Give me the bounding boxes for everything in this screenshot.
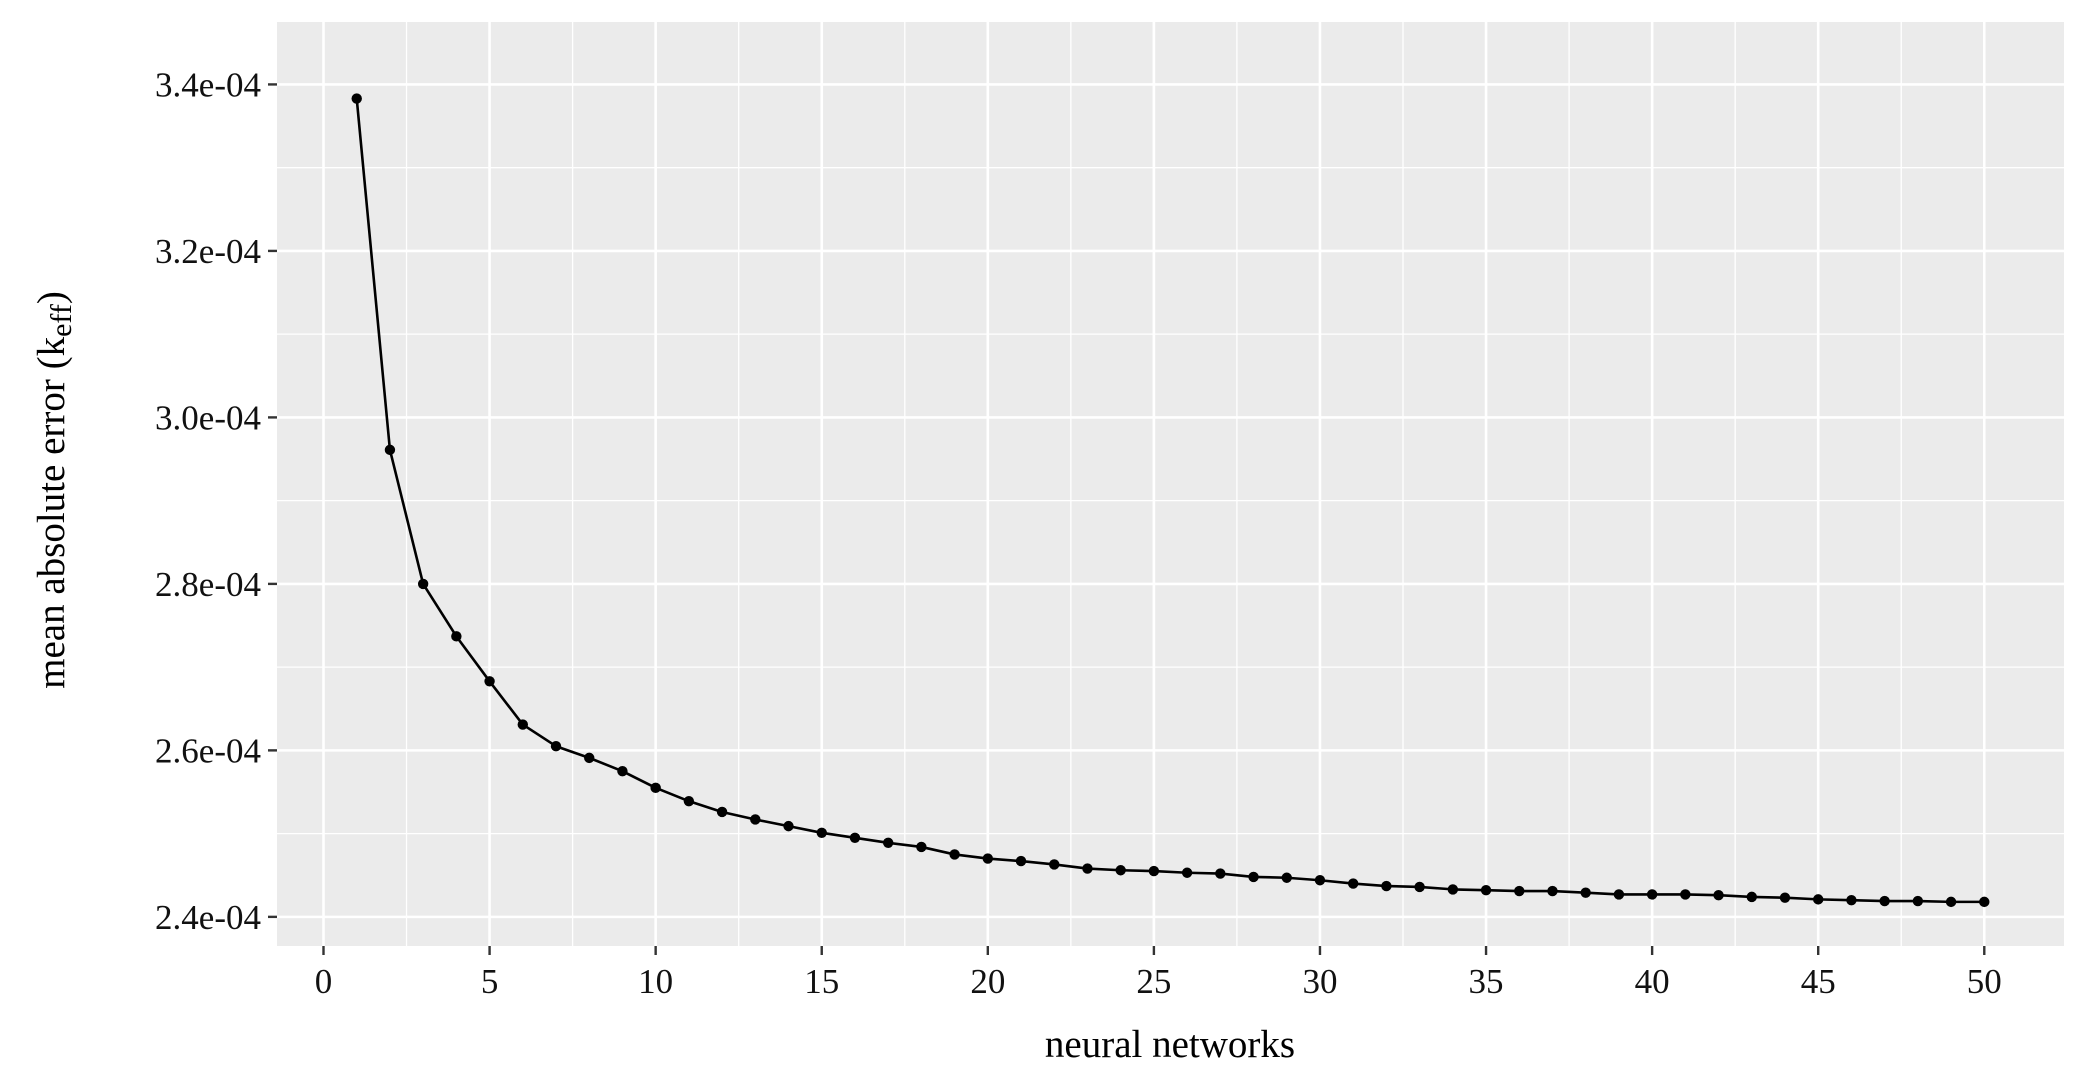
data-point — [1547, 885, 1558, 897]
data-point — [882, 837, 894, 848]
data-point — [849, 832, 861, 843]
x-tick-label: 35 — [1469, 962, 1504, 1001]
x-tick-label: 0 — [315, 962, 333, 1001]
data-point — [1646, 889, 1658, 900]
data-point — [982, 853, 994, 864]
x-tick-label: 50 — [1967, 962, 2002, 1001]
y-axis-title-main: mean absolute error (k — [30, 336, 73, 688]
data-point — [1049, 859, 1060, 870]
data-point — [1281, 872, 1292, 883]
data-point — [1779, 892, 1791, 903]
data-point — [1580, 887, 1591, 898]
data-point — [1514, 885, 1525, 897]
series-layer — [351, 93, 1990, 908]
data-point — [1480, 885, 1492, 896]
data-point — [417, 578, 429, 590]
y-axis: 2.4e-04 2.6e-04 2.8e-04 3.0e-04 3.2e-04 3.4e-… — [155, 65, 277, 937]
data-point — [1414, 881, 1425, 893]
data-point — [1447, 884, 1459, 895]
data-point — [1381, 880, 1392, 892]
y-axis-title-close: ) — [30, 291, 73, 304]
x-axis-title: neural networks — [1045, 1023, 1295, 1066]
y-tick-label: 2.6e-04 — [155, 731, 261, 770]
data-point — [550, 741, 562, 752]
data-point — [351, 93, 362, 104]
y-tick-label: 3.2e-04 — [155, 232, 261, 271]
data-point — [451, 631, 462, 642]
y-tick-label: 2.4e-04 — [155, 898, 261, 937]
minor-gridlines — [277, 22, 2064, 946]
x-tick-label: 40 — [1635, 962, 1670, 1001]
data-point — [1979, 896, 1990, 908]
data-point — [949, 849, 960, 860]
data-point — [716, 806, 728, 818]
data-point — [750, 814, 761, 825]
x-tick-label: 5 — [481, 962, 499, 1001]
data-point — [1015, 855, 1027, 867]
data-point — [1181, 867, 1193, 878]
data-point — [584, 752, 595, 764]
data-point — [1846, 895, 1857, 906]
x-tick-label: 20 — [970, 962, 1005, 1001]
x-tick-label: 25 — [1136, 962, 1171, 1001]
data-point — [1680, 889, 1691, 900]
data-point — [683, 795, 695, 807]
data-point — [1082, 863, 1093, 874]
x-axis: 0 5 10 15 20 25 30 35 40 45 50 — [315, 946, 2002, 1001]
plot-panel — [277, 22, 2064, 946]
y-tick-label: 2.8e-04 — [155, 565, 261, 604]
y-axis-title: mean absolute error (keff) — [30, 291, 78, 689]
data-point — [650, 782, 661, 794]
data-point — [1215, 868, 1226, 879]
data-point — [816, 827, 827, 838]
data-point — [1713, 890, 1724, 901]
data-point — [1115, 865, 1126, 876]
data-point — [1347, 878, 1359, 889]
y-tick-label: 3.4e-04 — [155, 65, 261, 104]
data-point — [916, 841, 927, 853]
major-gridlines — [277, 22, 2064, 946]
data-point — [1148, 865, 1160, 877]
data-point — [517, 719, 528, 730]
data-point — [384, 444, 396, 456]
series-line — [355, 98, 1985, 904]
x-tick-label: 30 — [1302, 962, 1337, 1001]
data-point — [1912, 895, 1924, 907]
data-point — [1746, 891, 1757, 903]
data-point — [783, 820, 794, 832]
data-point — [1613, 889, 1625, 900]
y-axis-title-subscript: eff — [45, 304, 78, 337]
data-point — [1248, 871, 1259, 883]
x-tick-label: 45 — [1801, 962, 1836, 1001]
x-tick-label: 15 — [804, 962, 839, 1001]
x-tick-label: 10 — [638, 962, 673, 1001]
data-point — [484, 676, 495, 687]
data-point — [1945, 896, 1957, 908]
y-tick-label: 3.0e-04 — [155, 398, 261, 437]
data-point — [1314, 875, 1326, 886]
data-point — [1879, 895, 1890, 907]
data-point — [617, 765, 628, 777]
data-point — [1813, 894, 1824, 905]
